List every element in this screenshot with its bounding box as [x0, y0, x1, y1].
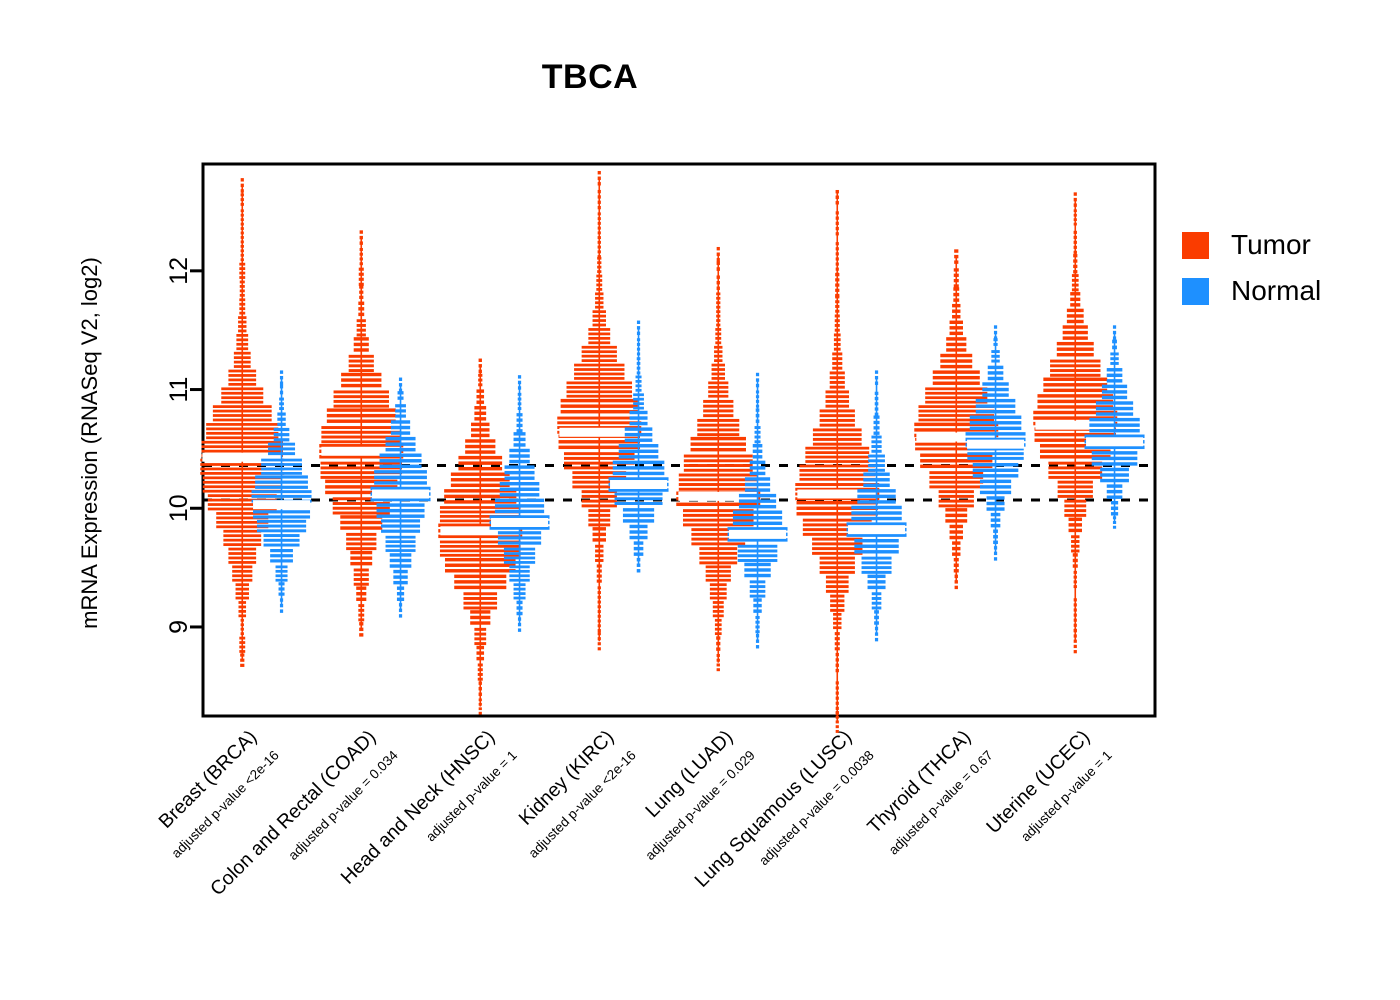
swarm-normal-3[interactable] — [608, 320, 669, 573]
y-tick-label-12: 12 — [165, 257, 193, 285]
legend-swatch-normal — [1182, 277, 1209, 305]
swarm-normal-4[interactable] — [727, 372, 788, 649]
swarm-tumor-2[interactable] — [438, 358, 523, 715]
swarm-normal-5[interactable] — [846, 370, 907, 642]
swarm-normal-7[interactable] — [1084, 325, 1145, 529]
swarm-tumor-6[interactable] — [914, 249, 999, 590]
swarm-normal-0[interactable] — [251, 370, 312, 613]
category-group-5 — [795, 189, 907, 733]
swarm-tumor-1[interactable] — [319, 230, 404, 637]
y-tick-label-9: 9 — [165, 620, 193, 634]
swarm-tumor-7[interactable] — [1033, 192, 1118, 654]
chart-legend: Tumor Normal — [1182, 222, 1392, 314]
legend-item-normal[interactable]: Normal — [1182, 268, 1392, 314]
category-group-7 — [1033, 192, 1145, 654]
legend-label-normal: Normal — [1231, 275, 1322, 306]
swarm-normal-1[interactable] — [370, 377, 431, 618]
category-group-3 — [557, 170, 669, 651]
legend-item-tumor[interactable]: Tumor — [1182, 222, 1392, 268]
swarm-tumor-4[interactable] — [676, 246, 761, 672]
legend-swatch-tumor — [1182, 231, 1209, 259]
category-group-4 — [676, 246, 788, 672]
plot-frame — [201, 162, 1157, 718]
swarm-tumor-0[interactable] — [200, 178, 285, 667]
page-title: TBCA — [541, 58, 639, 96]
swarm-normal-2[interactable] — [489, 375, 550, 632]
swarm-normal-6[interactable] — [965, 325, 1026, 561]
y-tick-label-11: 11 — [165, 377, 193, 403]
category-group-1 — [319, 230, 431, 637]
legend-label-tumor: Tumor — [1231, 229, 1311, 260]
swarm-tumor-5[interactable] — [795, 189, 880, 733]
y-tick-label-10: 10 — [165, 494, 193, 522]
category-group-2 — [438, 358, 550, 715]
category-group-6 — [914, 249, 1026, 590]
swarm-tumor-3[interactable] — [557, 170, 642, 651]
category-group-0 — [200, 178, 312, 667]
